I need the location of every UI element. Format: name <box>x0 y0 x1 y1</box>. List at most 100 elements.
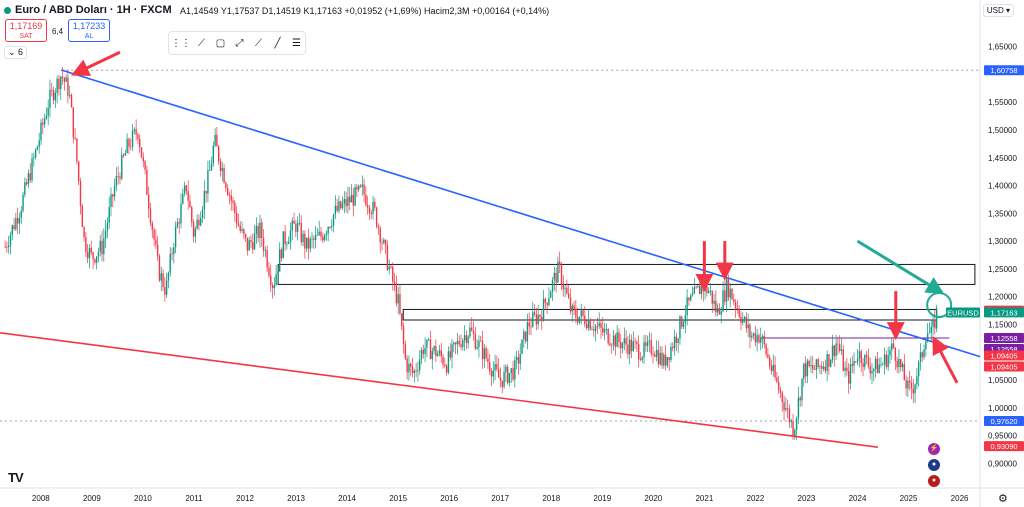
candle-body <box>706 283 708 293</box>
candle-body <box>435 346 437 357</box>
candle-body <box>788 408 791 423</box>
candle-body <box>894 347 897 361</box>
x-tick-label: 2011 <box>185 494 203 503</box>
candle-body <box>478 340 480 348</box>
price-label: 1,17163 <box>990 308 1017 317</box>
candle-body <box>442 356 444 365</box>
candle-body <box>33 157 35 159</box>
candle-body <box>158 256 161 281</box>
path-tool-icon[interactable]: ⟋ <box>255 37 262 49</box>
candle-body <box>417 370 419 372</box>
candle-body <box>252 242 254 250</box>
candle-body <box>916 376 918 385</box>
lightning-icon[interactable]: ⚡ <box>928 443 940 455</box>
candle-body <box>786 408 789 410</box>
candle-body <box>862 363 864 368</box>
candle-body <box>88 247 91 259</box>
line-tool-icon[interactable]: ⟋ <box>198 37 205 49</box>
candle-body <box>533 312 536 315</box>
gear-icon[interactable]: ⚙ <box>998 493 1008 505</box>
candle-body <box>419 359 421 371</box>
eu-flag-icon[interactable]: ● <box>928 459 940 471</box>
candle-body <box>812 365 814 370</box>
candle-body <box>298 222 301 224</box>
candle-body <box>372 201 374 214</box>
candle-body <box>905 380 907 389</box>
candle-body <box>612 335 615 346</box>
ray-tool-icon[interactable]: ╱ <box>274 37 281 49</box>
fib-tool-icon[interactable]: ☰ <box>292 37 301 49</box>
x-tick-label: 2013 <box>287 494 305 503</box>
x-tick-label: 2021 <box>695 494 713 503</box>
candle-body <box>411 366 414 374</box>
candle-body <box>833 345 836 356</box>
candle-body <box>275 274 277 286</box>
candle-body <box>925 341 927 350</box>
candle-body <box>499 377 502 381</box>
candle-body <box>740 316 742 323</box>
candle-body <box>413 370 416 374</box>
candle-body <box>914 384 916 394</box>
candle-body <box>56 78 58 93</box>
candle-body <box>745 317 748 329</box>
candle-body <box>648 340 651 342</box>
drag-handle-icon[interactable]: ⋮⋮ <box>171 37 191 49</box>
candle-body <box>550 292 552 298</box>
x-tick-label: 2015 <box>389 494 407 503</box>
candle-body <box>225 182 227 189</box>
candle-body <box>95 256 98 263</box>
currency-selector[interactable]: USD ▾ <box>982 4 1014 17</box>
candle-body <box>835 343 837 356</box>
candle-body <box>591 329 593 331</box>
candle-body <box>160 273 162 281</box>
price-label: 1,09405 <box>990 352 1017 361</box>
indicators-toggle[interactable]: ⌄ 6 <box>4 46 28 59</box>
candle-body <box>767 354 769 358</box>
candle-body <box>487 358 489 363</box>
rectangle-tool-icon[interactable]: ▢ <box>215 37 226 49</box>
annotation-arrow <box>856 239 945 295</box>
candle-body <box>51 89 53 91</box>
trend-tool-icon[interactable]: ⤢ <box>235 37 244 49</box>
tradingview-logo[interactable]: TV <box>8 470 24 485</box>
symbol-title-text: Euro / ABD Doları · 1H · FXCM <box>15 4 172 16</box>
candle-body <box>747 324 749 329</box>
candle-body <box>49 89 51 108</box>
candle-body <box>228 194 231 196</box>
candle-body <box>855 361 857 362</box>
trendline <box>0 331 879 449</box>
candle-body <box>223 168 225 183</box>
candle-body <box>58 78 60 90</box>
y-tick-label: 1,25000 <box>988 265 1017 274</box>
candle-body <box>31 158 33 181</box>
candle-body <box>178 222 180 224</box>
sell-button[interactable]: 1,17169 SAT <box>5 19 47 42</box>
candle-body <box>510 368 512 374</box>
symbol-title[interactable]: Euro / ABD Doları · 1H · FXCM <box>4 4 172 16</box>
candle-body <box>384 239 387 246</box>
x-tick-label: 2018 <box>542 494 560 503</box>
candle-body <box>244 234 247 238</box>
candle-body <box>25 182 28 185</box>
candle-body <box>734 302 737 308</box>
candle-body <box>259 222 261 239</box>
candle-body <box>406 358 408 373</box>
y-tick-label: 1,35000 <box>988 209 1017 218</box>
us-flag-icon[interactable]: ● <box>928 475 940 487</box>
candle-body <box>4 246 6 248</box>
candle-body <box>471 327 473 331</box>
candle-body <box>279 249 281 272</box>
currency-label: USD <box>986 6 1004 15</box>
candle-body <box>336 205 338 211</box>
buy-button[interactable]: 1,17233 AL <box>68 19 110 42</box>
buy-label: AL <box>84 33 94 40</box>
candle-body <box>176 222 179 228</box>
candle-body <box>54 92 57 101</box>
price-label: EURUSD <box>947 308 979 317</box>
candle-body <box>578 316 581 323</box>
candle-body <box>553 272 556 280</box>
candle-body <box>174 227 177 248</box>
candle-body <box>101 240 103 255</box>
candle-body <box>16 218 19 224</box>
